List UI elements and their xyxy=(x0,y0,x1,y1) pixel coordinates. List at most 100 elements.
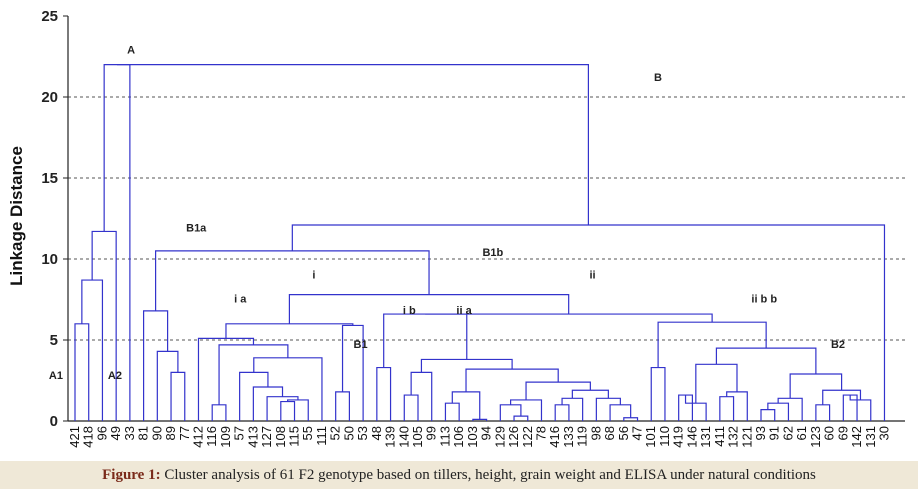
leaf-label: 126 xyxy=(506,426,521,448)
dendrogram-link xyxy=(554,404,570,421)
dendrogram-link xyxy=(760,409,776,421)
leaf-label: 109 xyxy=(218,426,233,448)
cluster-annotation: B xyxy=(654,72,662,84)
cluster-annotation: B1a xyxy=(186,222,207,234)
dendrogram-link xyxy=(571,389,609,399)
leaf-label: 121 xyxy=(739,426,754,448)
leaf-label: 62 xyxy=(780,426,795,440)
leaf-label: 68 xyxy=(602,426,617,440)
leaf-label: 101 xyxy=(643,426,658,448)
leaf-label: 416 xyxy=(547,426,562,448)
dendrogram-link xyxy=(376,366,392,421)
dendrogram-link xyxy=(777,397,803,421)
leaf-label: 111 xyxy=(314,426,329,446)
y-tick-labels: 0 5 10 15 20 25 xyxy=(41,8,68,430)
chart-axes xyxy=(67,16,905,422)
dendrogram-link xyxy=(420,358,513,373)
cluster-annotation: ii b b xyxy=(751,294,777,306)
y-tick-label: 15 xyxy=(41,170,58,187)
dendrogram-link xyxy=(650,366,666,421)
dendrogram-link xyxy=(425,313,713,323)
cluster-annotation: ii a xyxy=(456,305,472,317)
leaf-label: 139 xyxy=(383,426,398,448)
leaf-label: 61 xyxy=(794,426,809,440)
dendrogram-link xyxy=(822,389,862,405)
dendrogram-link xyxy=(561,397,584,421)
dendrogram-link xyxy=(510,399,543,421)
caption-text: Cluster analysis of 61 F2 genotype based… xyxy=(164,467,816,483)
leaf-label: 106 xyxy=(451,426,466,448)
dendrogram-link xyxy=(335,391,350,421)
leaf-label: 113 xyxy=(437,426,452,447)
dendrogram-link xyxy=(451,391,481,420)
leaf-label: 146 xyxy=(684,426,699,448)
leaf-label: 131 xyxy=(863,426,878,448)
cluster-annotation: i xyxy=(312,269,315,281)
dendrogram-link xyxy=(291,224,886,421)
dendrogram-link xyxy=(155,250,430,311)
dendrogram-link xyxy=(444,402,460,421)
leaf-label: 412 xyxy=(190,426,205,448)
leaf-label: 93 xyxy=(753,426,768,440)
grid-lines xyxy=(68,96,905,341)
leaf-label: 129 xyxy=(492,426,507,448)
leaf-label: 418 xyxy=(81,426,96,448)
dendrogram-link xyxy=(383,313,468,368)
cluster-annotation: i a xyxy=(234,294,247,306)
dendrogram-link xyxy=(767,402,790,421)
leaf-labels: 4214189649338190897741211610957413127108… xyxy=(67,426,891,448)
dendrogram-link xyxy=(117,63,590,225)
dendrogram-link xyxy=(287,399,309,421)
leaf-label: 78 xyxy=(533,426,548,440)
dendrogram-link xyxy=(815,404,831,421)
leaf-label: 56 xyxy=(616,426,631,440)
leaf-label: 50 xyxy=(341,426,356,440)
dendrogram-link xyxy=(465,368,559,392)
leaf-label: 69 xyxy=(835,426,850,440)
leaf-label: 140 xyxy=(396,426,411,448)
leaf-label: 91 xyxy=(767,426,782,440)
leaf-label: 110 xyxy=(657,426,672,447)
leaf-label: 421 xyxy=(67,426,82,448)
leaf-label: 419 xyxy=(671,426,686,448)
leaf-label: 411 xyxy=(712,426,727,447)
leaf-label: 49 xyxy=(108,426,123,440)
leaf-label: 413 xyxy=(245,426,260,448)
leaf-label: 90 xyxy=(149,426,164,440)
dendrogram-link xyxy=(280,400,296,421)
cluster-annotation: i b xyxy=(403,305,416,317)
leaf-label: 122 xyxy=(520,426,535,448)
cluster-annotation: A xyxy=(127,44,135,56)
cluster-annotation: B1 xyxy=(354,339,368,351)
dendrogram-link xyxy=(225,323,354,339)
dendrogram-link xyxy=(789,373,843,399)
leaf-label: 96 xyxy=(94,426,109,440)
dendrogram-link xyxy=(288,294,570,324)
leaf-label: 33 xyxy=(122,426,137,440)
dendrogram-link xyxy=(170,371,186,421)
dendrogram-link xyxy=(719,396,735,421)
cluster-annotation: ii xyxy=(590,269,596,281)
cluster-annotation: B1b xyxy=(482,247,503,259)
leaf-label: 30 xyxy=(876,426,891,440)
leaf-label: 77 xyxy=(177,426,192,440)
dendrogram-link xyxy=(695,363,738,404)
y-tick-label: 20 xyxy=(41,89,58,106)
leaf-label: 81 xyxy=(136,426,151,440)
dendrogram-link xyxy=(252,386,284,421)
dendrogram-link xyxy=(657,321,767,368)
dendrogram-link xyxy=(513,415,529,421)
dendrogram-link xyxy=(253,357,323,421)
dendrogram-tree xyxy=(74,63,886,421)
leaf-label: 47 xyxy=(630,426,645,440)
leaf-label: 53 xyxy=(355,426,370,440)
leaf-label: 123 xyxy=(808,426,823,448)
dendrogram-link xyxy=(609,404,632,421)
dendrogram-link xyxy=(403,394,419,421)
cluster-annotation: A2 xyxy=(108,370,122,382)
dendrogram-link xyxy=(91,230,117,421)
dendrogram-link xyxy=(81,279,104,421)
dendrogram-link xyxy=(211,404,227,421)
dendrogram-link xyxy=(156,350,179,421)
leaf-label: 57 xyxy=(232,426,247,440)
